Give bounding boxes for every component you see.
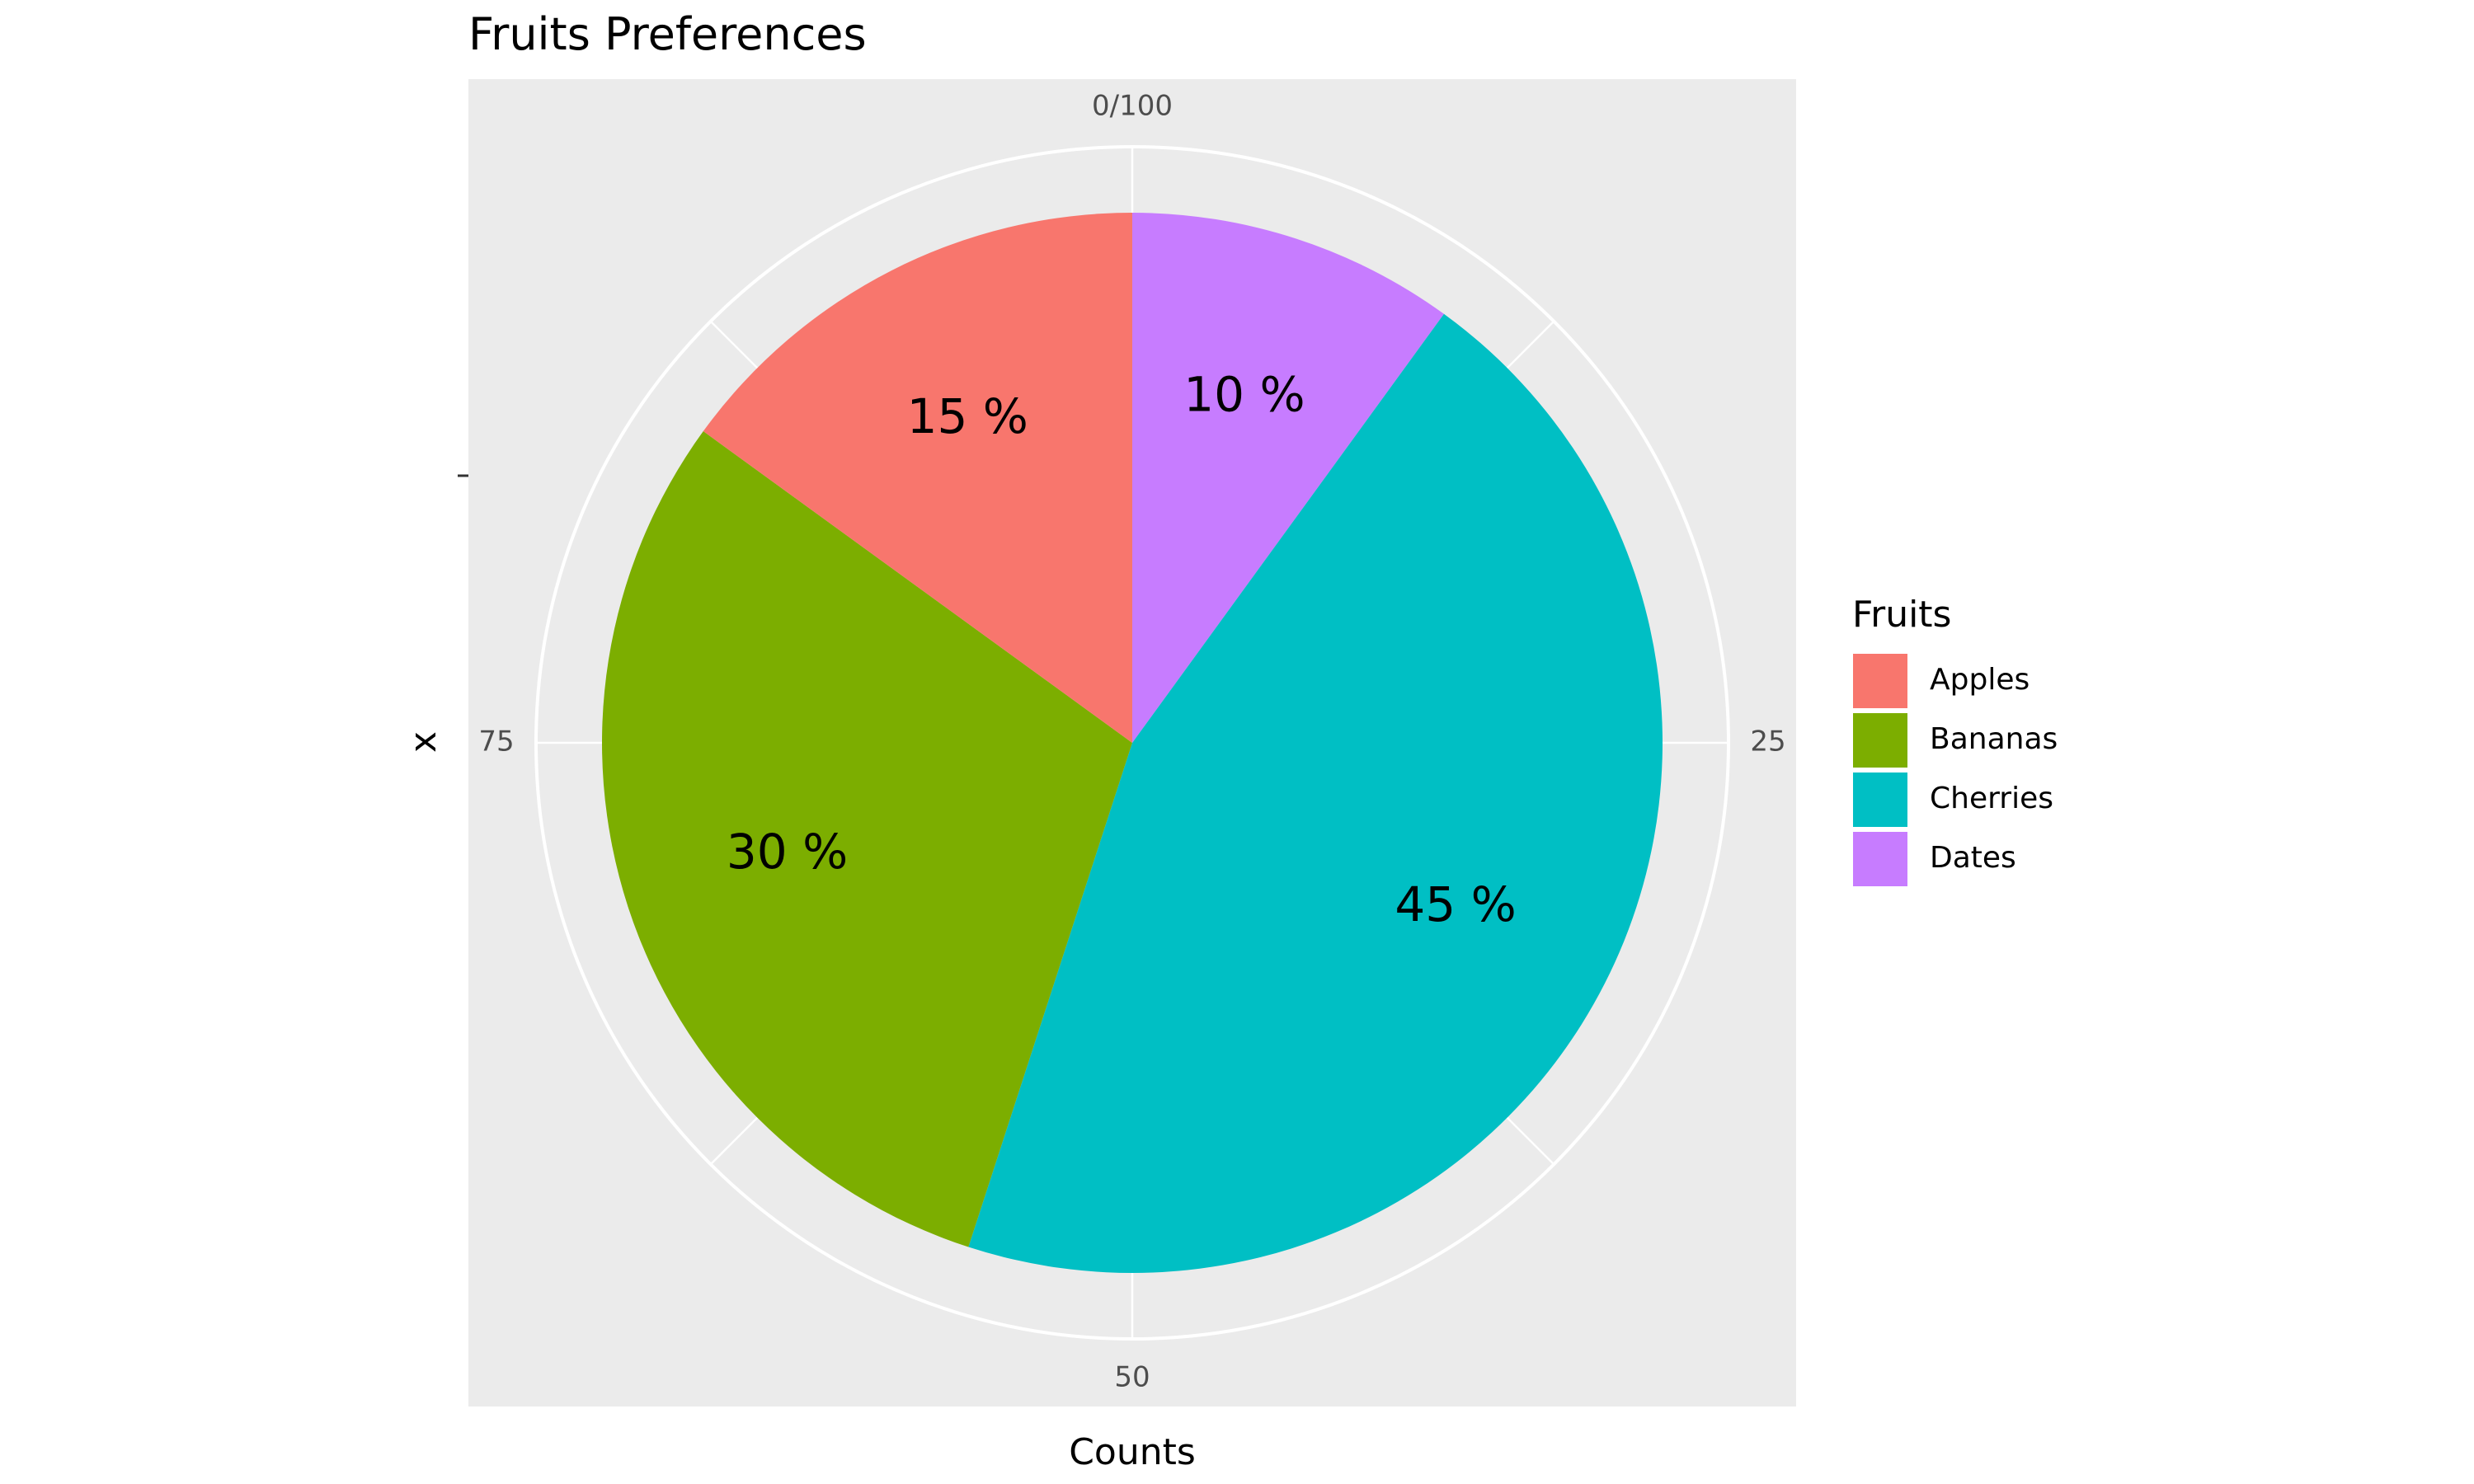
slice-label-cherries: 45 % [1395,876,1516,932]
slice-label-dates: 10 % [1183,367,1305,423]
slice-labels: 10 % 45 % 30 % 15 % [727,367,1517,932]
slice-label-apples: 15 % [907,388,1028,444]
legend-label-apples: Apples [1930,663,2030,697]
pie-slices [602,213,1663,1274]
theta-tick-label: 0/100 [1092,90,1173,123]
legend-label-dates: Dates [1930,841,2016,875]
legend-title: Fruits [1852,594,1951,636]
slice-dates [1132,213,1444,743]
theta-tick-label: 25 [1750,726,1785,758]
x-axis-title: Counts [1069,1431,1196,1473]
legend-key-dates [1851,830,1909,888]
theta-tick-labels: 0/100 25 50 75 [478,90,1785,1394]
chart-title: Fruits Preferences [468,8,867,60]
legend: Fruits Apples Bananas Cherries Dates [1851,594,2058,888]
legend-label-bananas: Bananas [1930,722,2058,756]
slice-apples [703,213,1132,743]
legend-items: Apples Bananas Cherries Dates [1851,652,2058,888]
legend-key-cherries [1851,771,1909,829]
legend-label-cherries: Cherries [1930,782,2053,815]
y-axis-title: x [402,731,444,753]
theta-tick-label: 75 [478,726,514,758]
theta-tick-label: 50 [1114,1361,1150,1394]
legend-key-bananas [1851,711,1909,769]
slice-bananas [602,431,1132,1247]
slice-cherries [968,313,1663,1274]
legend-key-apples [1851,652,1909,710]
slice-label-bananas: 30 % [727,824,848,880]
